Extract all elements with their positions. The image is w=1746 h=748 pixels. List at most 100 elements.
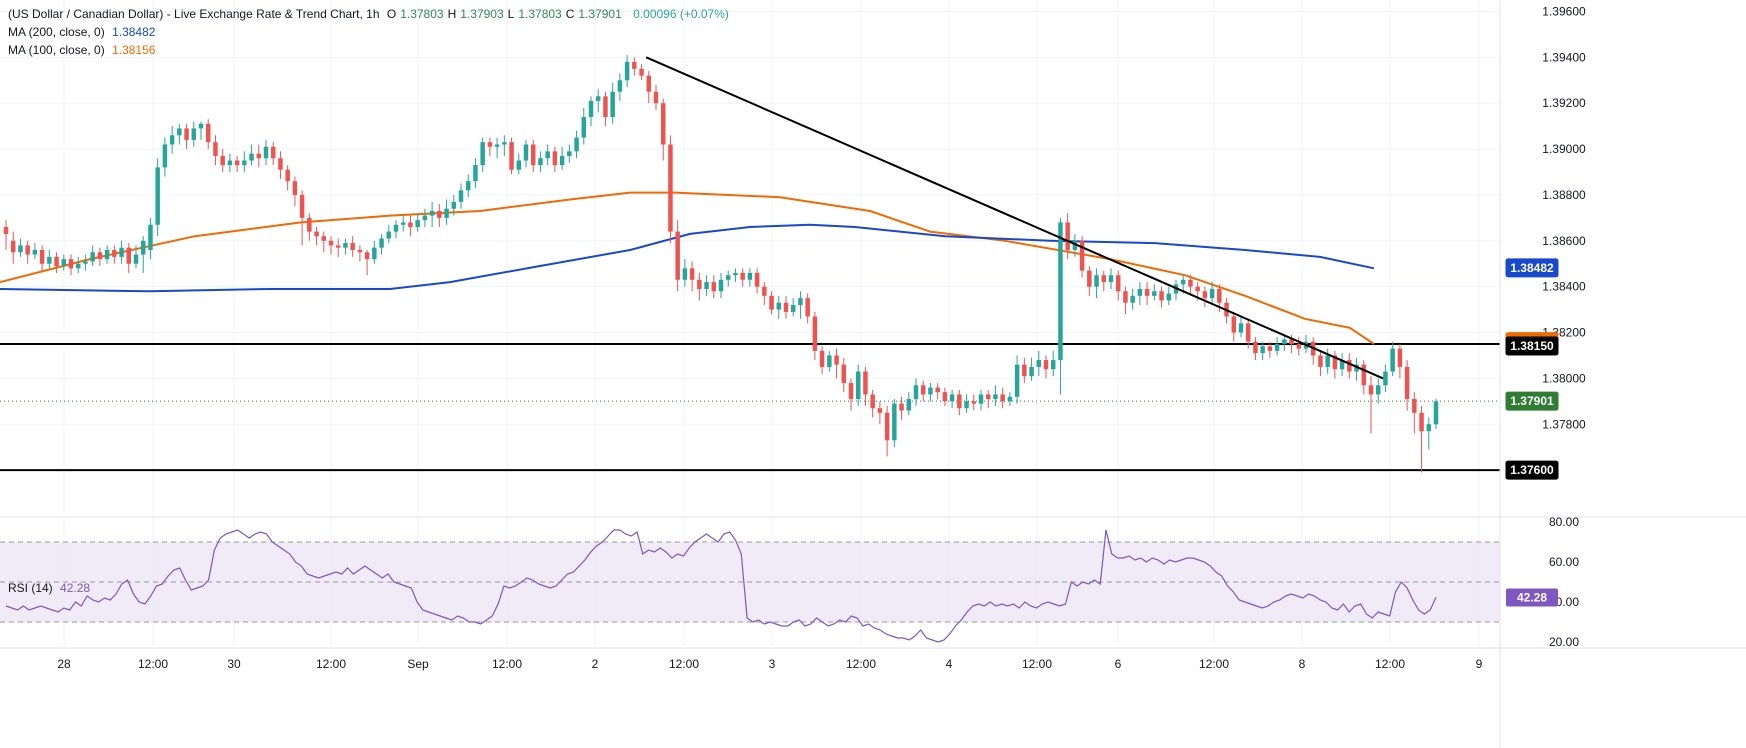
candle-body	[1000, 394, 1005, 402]
candle	[198, 121, 204, 140]
symbol-title: (US Dollar / Canadian Dollar) - Live Exc…	[8, 7, 380, 21]
rsi-legend[interactable]: RSI (14) 42.28	[8, 580, 94, 596]
candle-body	[913, 385, 919, 400]
candle-body	[1289, 339, 1294, 344]
rsi-label: RSI (14)	[8, 581, 53, 595]
candle-body	[718, 279, 724, 292]
candle-body	[307, 217, 312, 232]
candle-body	[610, 91, 615, 117]
candle	[754, 268, 760, 294]
candle	[321, 231, 327, 253]
candle	[798, 291, 803, 319]
candle	[205, 119, 211, 150]
candle	[1426, 417, 1432, 450]
candle	[429, 201, 435, 228]
candle-body	[314, 231, 319, 237]
candle	[1419, 405, 1424, 473]
candle	[574, 130, 579, 159]
candle	[1087, 266, 1092, 296]
candle	[54, 252, 59, 273]
candle-body	[379, 238, 384, 248]
candle	[494, 137, 500, 159]
candle	[97, 247, 103, 267]
x-tick-label: 12:00	[492, 657, 522, 671]
candle-body	[1412, 399, 1417, 413]
y-tick-label: 1.37800	[1542, 417, 1586, 431]
ma200-legend[interactable]: MA (200, close, 0) 1.38482	[8, 24, 159, 40]
candle	[668, 135, 673, 244]
candle-body	[1238, 323, 1244, 333]
candle	[884, 405, 890, 457]
candle	[1123, 286, 1128, 315]
candle	[47, 249, 52, 269]
candle	[545, 144, 550, 166]
candle	[104, 245, 110, 264]
candle	[307, 213, 312, 241]
candle-body	[639, 68, 644, 76]
hline-price-label-bg	[1505, 460, 1559, 480]
candle-body	[928, 387, 933, 395]
candle-body	[653, 91, 659, 104]
candle	[559, 146, 565, 170]
candle-body	[1123, 291, 1128, 303]
candle	[1383, 364, 1388, 393]
candle	[437, 204, 442, 228]
candle	[314, 227, 319, 246]
candle	[148, 217, 153, 260]
candle	[68, 254, 74, 276]
candle-body	[1282, 339, 1287, 344]
candle-body	[1368, 385, 1374, 395]
candle	[133, 245, 139, 269]
candle-body	[1007, 396, 1013, 402]
candle-body	[509, 142, 514, 170]
candle	[465, 174, 471, 198]
candle-body	[1180, 279, 1186, 285]
candle-body	[617, 80, 623, 92]
candle	[1014, 355, 1020, 404]
candle	[1022, 357, 1027, 383]
candle-body	[725, 275, 731, 280]
candle-body	[971, 401, 977, 404]
candle	[653, 84, 659, 111]
candle	[1274, 337, 1280, 356]
candle-body	[47, 256, 52, 264]
candle	[603, 91, 608, 127]
candle-body	[1115, 275, 1121, 292]
ma100-legend[interactable]: MA (100, close, 0) 1.38156	[8, 42, 159, 58]
candle-body	[270, 146, 276, 159]
candle	[227, 153, 233, 172]
candle-body	[899, 403, 904, 411]
candle-body	[920, 385, 926, 395]
candle-body	[855, 371, 861, 400]
candle	[1296, 337, 1302, 356]
candle	[1238, 316, 1244, 338]
candle-body	[783, 302, 789, 312]
candle-body	[682, 268, 688, 280]
candle	[1433, 399, 1439, 429]
candle-body	[1108, 275, 1114, 283]
candle	[595, 89, 601, 113]
candle-body	[285, 169, 290, 182]
candle	[660, 98, 666, 161]
rsi-line	[5, 529, 1437, 643]
candle-body	[465, 181, 471, 191]
rsi-tick-label: 80.00	[1549, 515, 1579, 529]
candle-body	[827, 355, 832, 367]
candle	[711, 275, 717, 299]
candle	[415, 213, 420, 232]
candle-body	[162, 144, 168, 168]
candle-body	[1101, 275, 1107, 283]
candle-body	[1144, 288, 1150, 296]
candle-body	[935, 387, 940, 393]
candle	[1390, 341, 1395, 377]
candle	[1310, 337, 1316, 365]
candle-body	[841, 364, 847, 383]
candle-body	[61, 259, 67, 267]
x-tick-label: 2	[592, 657, 599, 671]
candle	[790, 298, 796, 317]
candle	[1260, 341, 1265, 361]
hline-price-label-text: 1.38150	[1510, 339, 1554, 353]
candle-body	[68, 259, 74, 269]
candle-body	[1087, 270, 1092, 287]
